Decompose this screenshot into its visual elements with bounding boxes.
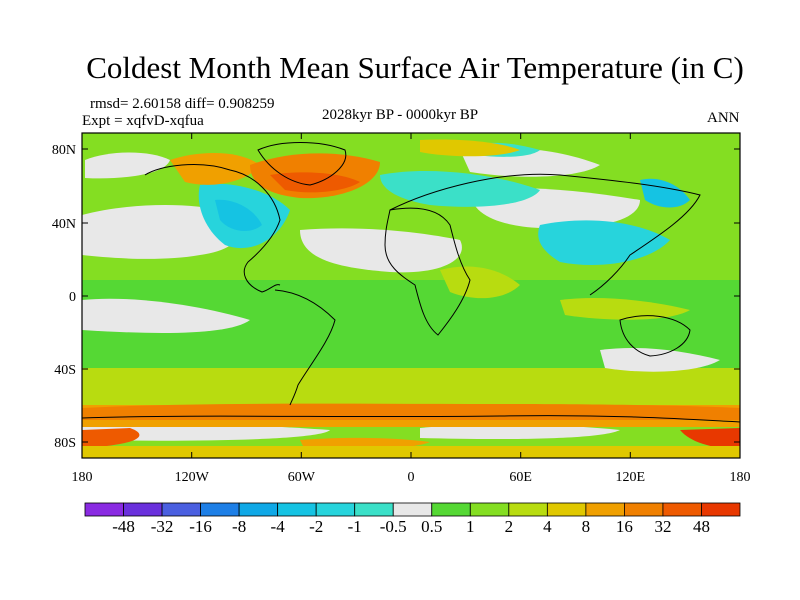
colorbar-swatch xyxy=(392,502,433,517)
colorbar-swatch xyxy=(662,502,702,517)
colorbar-label: 2 xyxy=(505,517,514,536)
colorbar-swatch xyxy=(431,502,471,517)
lat-tick-label: 80S xyxy=(54,436,76,451)
temperature-field xyxy=(82,133,740,458)
colorbar-swatch xyxy=(315,502,356,517)
colorbar-swatch xyxy=(469,502,510,517)
colorbar-swatch xyxy=(238,502,279,517)
colorbar-swatch xyxy=(161,502,201,517)
colorbar: -48 -32 -16 -8 -4 -2 -1 -0.5 0.5 1 2 4 8 16 32 48 xyxy=(84,502,741,536)
colorbar-label: -32 xyxy=(151,517,174,536)
colorbar-swatch xyxy=(200,502,240,517)
lon-tick-label: 0 xyxy=(408,470,415,485)
lon-tick-label: 120E xyxy=(616,470,646,485)
colorbar-swatch xyxy=(277,502,317,517)
season-text: ANN xyxy=(707,110,740,126)
colorbar-label: -16 xyxy=(189,517,212,536)
colorbar-label: -0.5 xyxy=(380,517,407,536)
colorbar-swatch xyxy=(123,502,163,517)
period-text: 2028kyr BP - 0000kyr BP xyxy=(322,107,479,123)
lat-tick-label: 40S xyxy=(54,363,76,378)
colorbar-label: -48 xyxy=(112,517,135,536)
lat-tick-label: 80N xyxy=(52,143,76,158)
colorbar-swatch xyxy=(354,502,394,517)
colorbar-label: 4 xyxy=(543,517,552,536)
lon-tick-label: 120W xyxy=(175,470,210,485)
coastlines xyxy=(82,142,740,423)
colorbar-label: 32 xyxy=(654,517,671,536)
lon-tick-label: 180 xyxy=(730,470,751,485)
rmsd-diff-text: rmsd= 2.60158 diff= 0.908259 xyxy=(90,96,275,112)
lon-tick-label: 180 xyxy=(72,470,93,485)
experiment-text: Expt = xqfvD-xqfua xyxy=(82,113,204,129)
colorbar-swatch xyxy=(701,502,741,517)
colorbar-swatch xyxy=(508,502,548,517)
lon-tick-label: 60W xyxy=(288,470,316,485)
colorbar-swatch xyxy=(84,502,124,517)
colorbar-label: 16 xyxy=(616,517,633,536)
colorbar-label: -4 xyxy=(271,517,286,536)
colorbar-label: 1 xyxy=(466,517,475,536)
colorbar-label: 48 xyxy=(693,517,710,536)
chart-title: Coldest Month Mean Surface Air Temperatu… xyxy=(86,50,744,85)
colorbar-label: -2 xyxy=(309,517,323,536)
colorbar-label: 0.5 xyxy=(421,517,442,536)
lon-tick-label: 60E xyxy=(509,470,532,485)
lat-tick-label: 40N xyxy=(52,217,76,232)
colorbar-swatch xyxy=(624,502,664,517)
colorbar-swatch xyxy=(585,502,625,517)
colorbar-label: 8 xyxy=(582,517,591,536)
lat-tick-label: 0 xyxy=(69,290,76,305)
colorbar-swatch xyxy=(546,502,587,517)
axis-ticks: 80N 40N 0 40S 80S 180 120W 60W 0 60E 120E 180 xyxy=(52,133,751,485)
colorbar-label: -8 xyxy=(232,517,246,536)
colorbar-label: -1 xyxy=(348,517,362,536)
